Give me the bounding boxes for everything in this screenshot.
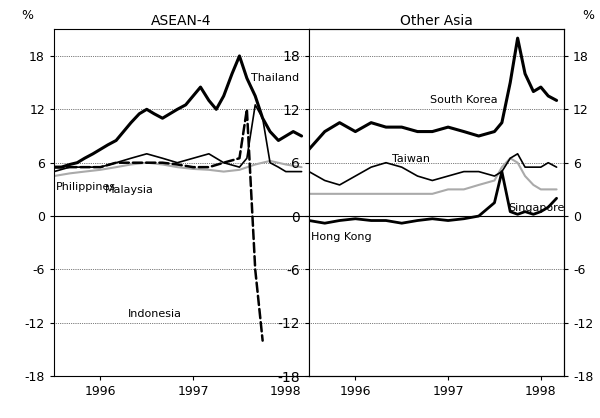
Text: Thailand: Thailand [251, 73, 299, 83]
Text: Hong Kong: Hong Kong [311, 232, 371, 242]
Title: Other Asia: Other Asia [400, 14, 473, 28]
Text: Philippines: Philippines [56, 182, 116, 192]
Title: ASEAN-4: ASEAN-4 [151, 14, 212, 28]
Text: Malaysia: Malaysia [105, 185, 154, 195]
Text: %: % [582, 9, 594, 22]
Text: %: % [22, 9, 34, 22]
Text: Indonesia: Indonesia [128, 309, 182, 319]
Text: South Korea: South Korea [430, 95, 497, 105]
Text: Singapore: Singapore [508, 203, 565, 213]
Text: Taiwan: Taiwan [392, 155, 430, 164]
